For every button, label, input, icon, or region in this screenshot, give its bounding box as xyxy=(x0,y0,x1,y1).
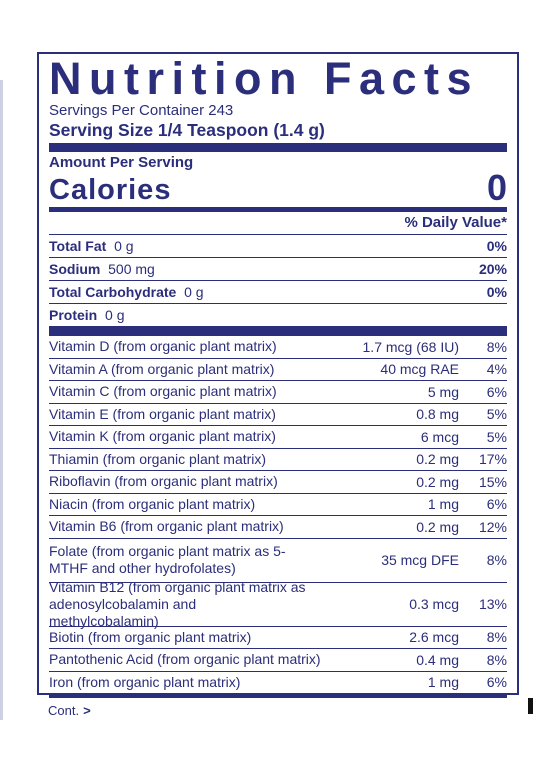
thick-divider-vitamins xyxy=(49,326,507,335)
macro-amount: 500 mg xyxy=(108,261,155,277)
bottom-divider xyxy=(49,693,507,698)
vitamin-amount: 35 mcg DFE xyxy=(381,552,459,568)
vitamin-name: Vitamin K (from organic plant matrix) xyxy=(49,428,276,445)
macro-row: Protein 0 g xyxy=(49,303,507,326)
amount-per-serving: Amount Per Serving xyxy=(49,154,194,171)
vitamin-amount: 0.2 mg xyxy=(416,518,459,535)
vitamin-row: Biotin (from organic plant matrix) 2.6 mc… xyxy=(49,625,507,649)
page-edge-mark xyxy=(0,80,3,720)
panel-title: Nutrition Facts xyxy=(49,53,480,104)
vitamin-daily-value: 8% xyxy=(486,651,507,668)
macro-daily-value: 0% xyxy=(486,284,507,300)
macro-row: Sodium 500 mg 20% xyxy=(49,257,507,280)
medium-divider xyxy=(49,207,507,212)
vitamin-amount: 2.6 mcg xyxy=(409,629,459,646)
vitamin-daily-value: 4% xyxy=(486,361,507,378)
vitamin-row: Vitamin E (from organic plant matrix) 0.8… xyxy=(49,402,507,426)
vitamin-amount: 6 mcg xyxy=(420,428,459,445)
vitamin-name: Vitamin C (from organic plant matrix) xyxy=(49,383,277,400)
vitamin-daily-value: 15% xyxy=(478,473,507,490)
vitamin-daily-value: 5% xyxy=(486,428,507,445)
vitamin-amount: 0.3 mcg xyxy=(409,596,459,612)
vitamin-row: Vitamin B6 (from organic plant matrix) 0.… xyxy=(49,515,507,538)
vitamin-name: Vitamin A (from organic plant matrix) xyxy=(49,360,275,377)
daily-value-header: % Daily Value* xyxy=(404,214,507,231)
macro-name: Total Fat xyxy=(49,238,107,254)
servings-per-container: Servings Per Container 243 xyxy=(49,102,234,119)
macro-row: Total Fat 0 g 0% xyxy=(49,234,507,257)
vitamin-row: Vitamin C (from organic plant matrix) 5 m… xyxy=(49,380,507,403)
vitamin-name: Biotin (from organic plant matrix) xyxy=(49,628,252,645)
vitamin-daily-value: 6% xyxy=(486,496,507,513)
vitamin-amount: 0.8 mg xyxy=(416,406,459,423)
macro-name: Total Carbohydrate xyxy=(49,284,177,300)
macro-name: Protein xyxy=(49,307,98,323)
vitamin-name: Vitamin D (from organic plant matrix) xyxy=(49,338,277,355)
macro-amount: 0 g xyxy=(114,238,134,254)
vitamin-amount: 1 mg xyxy=(427,496,459,513)
vitamin-name: Vitamin E (from organic plant matrix) xyxy=(49,405,276,422)
vitamin-row: Pantothenic Acid (from organic plant mat… xyxy=(49,648,507,671)
vitamin-amount: 0.4 mg xyxy=(416,651,459,668)
vitamin-name: Riboflavin (from organic plant matrix) xyxy=(49,473,278,490)
nutrition-facts-panel: Nutrition Facts Servings Per Container 2… xyxy=(37,52,519,698)
macro-row: Total Carbohydrate 0 g 0% xyxy=(49,280,507,303)
macro-name: Sodium xyxy=(49,261,101,277)
vitamin-row: Folate (from organic plant matrix as 5-M… xyxy=(49,537,507,582)
vitamin-name: Iron (from organic plant matrix) xyxy=(49,673,241,690)
vitamin-name: Pantothenic Acid (from organic plant mat… xyxy=(49,651,321,668)
vitamin-row: Vitamin B12 (from organic plant matrix a… xyxy=(49,579,507,629)
serving-size: Serving Size 1/4 Teaspoon (1.4 g) xyxy=(49,120,325,140)
vitamin-name: Vitamin B12 (from organic plant matrix a… xyxy=(49,578,306,629)
vitamin-daily-value: 17% xyxy=(478,451,507,468)
vitamin-daily-value: 13% xyxy=(478,596,507,612)
vitamin-row: Niacin (from organic plant matrix) 1 mg 6% xyxy=(49,492,507,516)
vitamin-row: Iron (from organic plant matrix) 1 mg 6% xyxy=(49,670,507,694)
vitamin-row: Vitamin D (from organic plant matrix) 1.7… xyxy=(49,335,507,358)
vitamin-amount: 0.2 mg xyxy=(416,451,459,468)
continued-indicator: Cont. > xyxy=(48,703,91,718)
vitamin-row: Riboflavin (from organic plant matrix) 0.… xyxy=(49,470,507,493)
vitamin-list: Vitamin D (from organic plant matrix) 1.7… xyxy=(49,335,507,693)
macro-daily-value: 20% xyxy=(478,261,507,277)
vitamin-daily-value: 8% xyxy=(486,338,507,355)
vitamin-name: Vitamin B6 (from organic plant matrix) xyxy=(49,518,284,535)
calories-label: Calories xyxy=(49,174,172,206)
vitamin-row: Vitamin K (from organic plant matrix) 6 m… xyxy=(49,425,507,448)
vitamin-row: Vitamin A (from organic plant matrix) 40 … xyxy=(49,357,507,381)
vitamin-row: Thiamin (from organic plant matrix) 0.2 m… xyxy=(49,447,507,471)
vitamin-daily-value: 8% xyxy=(486,629,507,646)
vitamin-name: Niacin (from organic plant matrix) xyxy=(49,495,256,512)
vitamin-amount: 1.7 mcg (68 IU) xyxy=(362,338,459,355)
calories-row: Calories 0 xyxy=(49,167,507,208)
vitamin-name: Folate (from organic plant matrix as 5-M… xyxy=(49,543,286,576)
vitamin-amount: 40 mcg RAE xyxy=(380,361,459,378)
vitamin-daily-value: 6% xyxy=(486,383,507,400)
vitamin-daily-value: 6% xyxy=(486,674,507,691)
continued-arrow-icon: > xyxy=(83,703,91,718)
panel-content: Nutrition Facts Servings Per Container 2… xyxy=(49,54,507,698)
calories-value: 0 xyxy=(486,167,507,208)
macro-amount: 0 g xyxy=(184,284,204,300)
macro-daily-value: 0% xyxy=(486,238,507,254)
macro-nutrients: Total Fat 0 g 0% Sodium 500 mg 20% Total Car… xyxy=(49,234,507,326)
vitamin-amount: 5 mg xyxy=(427,383,459,400)
macro-amount: 0 g xyxy=(105,307,125,323)
continued-label: Cont. xyxy=(48,703,80,718)
vitamin-amount: 0.2 mg xyxy=(416,473,459,490)
vitamin-amount: 1 mg xyxy=(427,674,459,691)
crop-mark xyxy=(528,698,533,714)
thick-divider xyxy=(49,143,507,152)
vitamin-daily-value: 8% xyxy=(486,552,507,568)
vitamin-name: Thiamin (from organic plant matrix) xyxy=(49,450,267,467)
vitamin-daily-value: 5% xyxy=(486,406,507,423)
vitamin-daily-value: 12% xyxy=(478,518,507,535)
